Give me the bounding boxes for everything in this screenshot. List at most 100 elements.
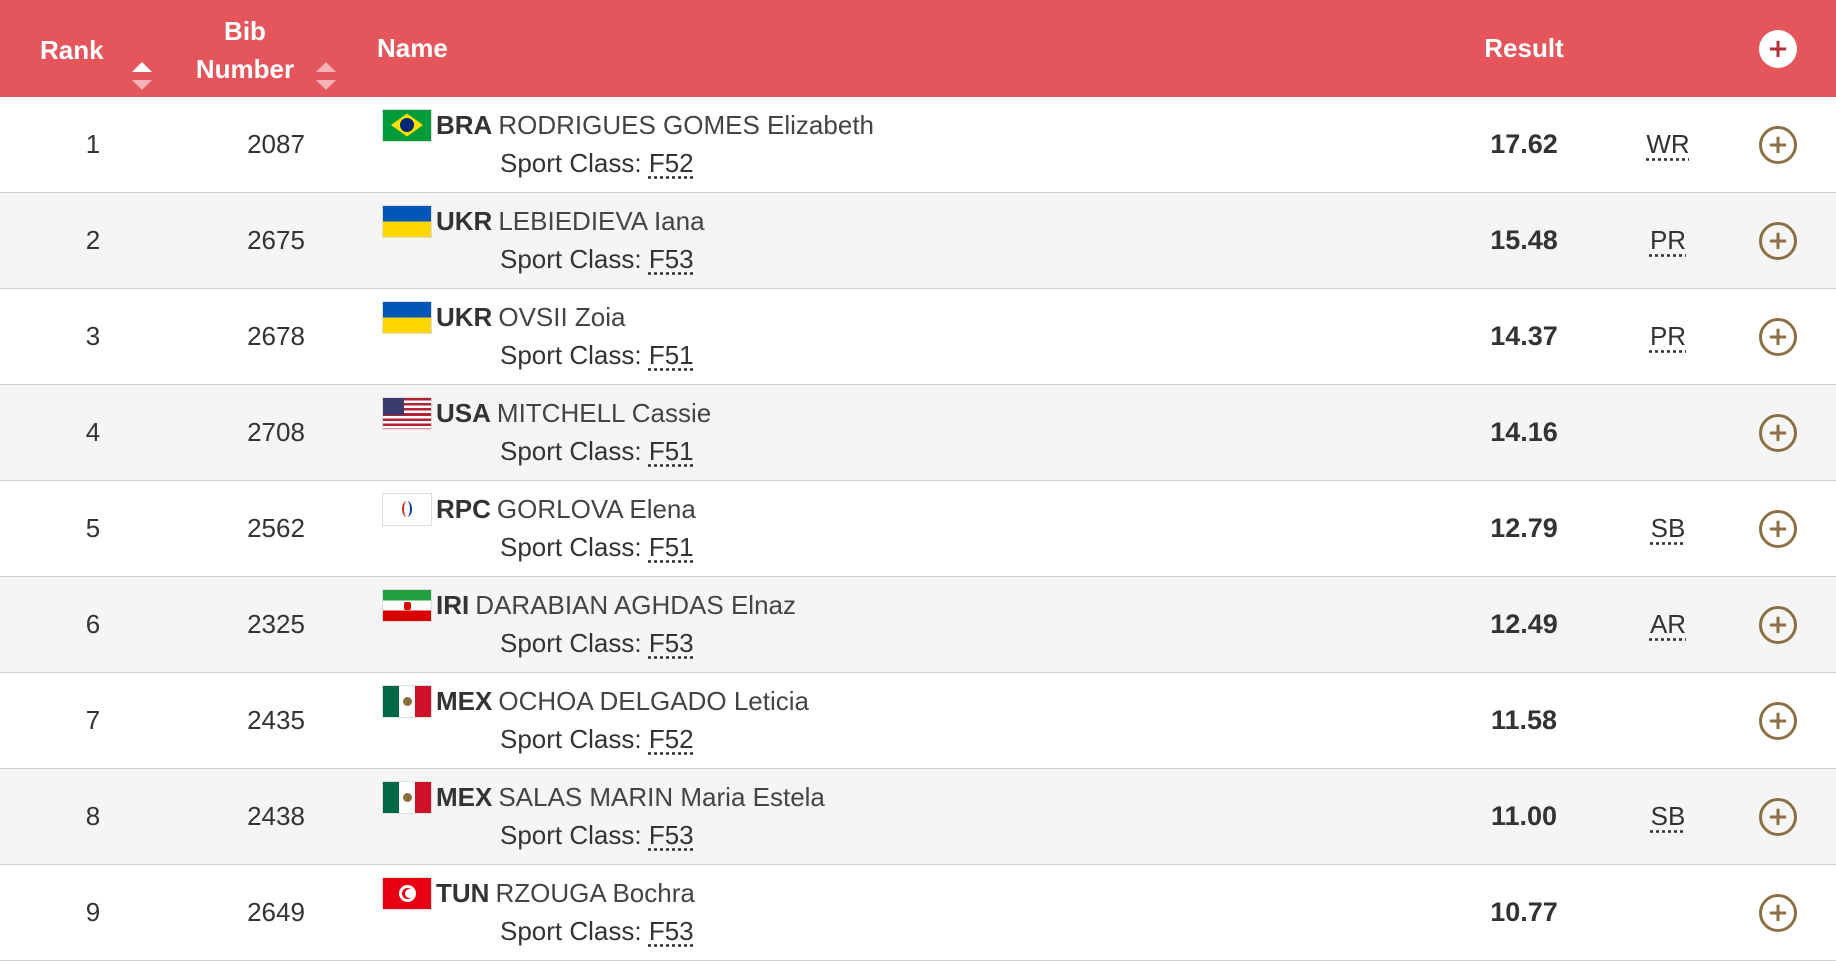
athlete-name-link[interactable]: LEBIEDIEVA Iana: [498, 205, 705, 236]
sport-class-value[interactable]: F51: [648, 436, 694, 466]
flag-rpc-icon: [382, 492, 432, 526]
plus-circle-icon[interactable]: +: [1759, 509, 1797, 548]
rank-column-header[interactable]: Rank: [0, 0, 152, 97]
sport-class-value[interactable]: F52: [648, 148, 694, 178]
athlete-name-line: RPC GORLOVA Elena: [382, 492, 1282, 526]
sport-class-line: Sport Class: F53: [382, 916, 1282, 950]
record-cell: SB: [1628, 769, 1708, 864]
rank-cell: 5: [0, 481, 186, 576]
table-row[interactable]: 9 2649 TUN RZOUGA Bochra Sport Class: F5…: [0, 865, 1836, 961]
expand-row-button[interactable]: +: [1756, 769, 1800, 864]
bib-cell: 2325: [186, 577, 366, 672]
plus-circle-icon[interactable]: +: [1759, 797, 1797, 836]
table-row[interactable]: 2 2675 UKR LEBIEDIEVA Iana Sport Class: …: [0, 193, 1836, 289]
table-row[interactable]: 5 2562 RPC GORLOVA Elena Sport Class: F5…: [0, 481, 1836, 577]
sport-class-line: Sport Class: F53: [382, 628, 1282, 662]
expand-row-button[interactable]: +: [1756, 481, 1800, 576]
expand-all-button[interactable]: +: [1756, 0, 1800, 97]
result-header-label: Result: [1484, 33, 1564, 63]
sport-class-label: Sport Class:: [500, 724, 642, 754]
sport-class-value[interactable]: F53: [648, 244, 694, 274]
record-badge[interactable]: AR: [1649, 609, 1687, 639]
athlete-cell: USA MITCHELL Cassie Sport Class: F51: [382, 396, 1282, 476]
result-value: 11.58: [1490, 705, 1558, 735]
athlete-name-link[interactable]: MITCHELL Cassie: [496, 397, 712, 428]
table-row[interactable]: 1 2087 BRA RODRIGUES GOMES Elizabeth Spo…: [0, 97, 1836, 193]
bib-value: 2649: [247, 897, 305, 927]
rank-cell: 3: [0, 289, 186, 384]
sport-class-value[interactable]: F53: [648, 628, 694, 658]
noc-code: MEX: [436, 685, 493, 716]
table-row[interactable]: 7 2435 MEX OCHOA DELGADO Leticia Sport C…: [0, 673, 1836, 769]
sport-class-line: Sport Class: F51: [382, 532, 1282, 566]
record-badge[interactable]: WR: [1646, 129, 1690, 159]
flag-mexico-icon: [382, 684, 432, 718]
plus-circle-icon[interactable]: +: [1759, 413, 1797, 452]
expand-row-button[interactable]: +: [1756, 289, 1800, 384]
athlete-name-line: MEX SALAS MARIN Maria Estela: [382, 780, 1282, 814]
expand-row-button[interactable]: +: [1756, 385, 1800, 480]
rank-sort-icon[interactable]: [132, 62, 152, 90]
sport-class-value[interactable]: F53: [648, 916, 694, 946]
athlete-cell: BRA RODRIGUES GOMES Elizabeth Sport Clas…: [382, 108, 1282, 188]
record-badge[interactable]: SB: [1650, 801, 1686, 831]
sport-class-value[interactable]: F51: [648, 532, 694, 562]
bib-cell: 2708: [186, 385, 366, 480]
athlete-name-link[interactable]: GORLOVA Elena: [496, 493, 696, 524]
expand-row-button[interactable]: +: [1756, 673, 1800, 768]
plus-circle-icon[interactable]: +: [1759, 221, 1797, 260]
sport-class-value[interactable]: F52: [648, 724, 694, 754]
sport-class-value[interactable]: F53: [648, 820, 694, 850]
athlete-name-link[interactable]: DARABIAN AGHDAS Elnaz: [475, 589, 797, 620]
expand-row-button[interactable]: +: [1756, 193, 1800, 288]
athlete-name-link[interactable]: SALAS MARIN Maria Estela: [498, 781, 825, 812]
table-row[interactable]: 6 2325 IRI DARABIAN AGHDAS Elnaz Sport C…: [0, 577, 1836, 673]
athlete-name-link[interactable]: OVSII Zoia: [498, 301, 626, 332]
result-value: 12.79: [1490, 513, 1558, 543]
result-cell: 12.49: [1436, 577, 1612, 672]
record-badge[interactable]: SB: [1650, 513, 1686, 543]
athlete-name-link[interactable]: OCHOA DELGADO Leticia: [498, 685, 809, 716]
bib-number-column-header[interactable]: Bib Number: [180, 0, 360, 97]
plus-circle-icon[interactable]: +: [1759, 125, 1797, 164]
table-row[interactable]: 3 2678 UKR OVSII Zoia Sport Class: F51 1…: [0, 289, 1836, 385]
plus-circle-icon[interactable]: +: [1759, 605, 1797, 644]
bib-value: 2435: [247, 705, 305, 735]
noc-code: MEX: [436, 781, 493, 812]
bib-header-label-line1: Bib: [224, 16, 266, 46]
rank-value: 9: [85, 897, 101, 927]
noc-code: IRI: [436, 589, 470, 620]
rank-cell: 6: [0, 577, 186, 672]
name-column-header: Name: [377, 0, 877, 97]
expand-row-button[interactable]: +: [1756, 865, 1800, 960]
bib-value: 2087: [247, 129, 305, 159]
table-row[interactable]: 8 2438 MEX SALAS MARIN Maria Estela Spor…: [0, 769, 1836, 865]
record-badge[interactable]: PR: [1649, 321, 1687, 351]
rank-cell: 7: [0, 673, 186, 768]
bib-sort-icon[interactable]: [316, 62, 336, 90]
rank-cell: 9: [0, 865, 186, 960]
plus-circle-icon[interactable]: +: [1759, 701, 1797, 740]
expand-row-button[interactable]: +: [1756, 97, 1800, 192]
record-badge[interactable]: PR: [1649, 225, 1687, 255]
sport-class-label: Sport Class:: [500, 436, 642, 466]
result-cell: 15.48: [1436, 193, 1612, 288]
sport-class-value[interactable]: F51: [648, 340, 694, 370]
rank-header-label: Rank: [40, 35, 104, 65]
name-header-label: Name: [377, 33, 448, 63]
athlete-name-line: UKR LEBIEDIEVA Iana: [382, 204, 1282, 238]
athlete-name-link[interactable]: RODRIGUES GOMES Elizabeth: [498, 109, 874, 140]
plus-circle-icon[interactable]: +: [1759, 317, 1797, 356]
result-value: 12.49: [1490, 609, 1558, 639]
plus-circle-icon[interactable]: +: [1759, 893, 1797, 932]
result-value: 11.00: [1490, 801, 1558, 831]
sport-class-label: Sport Class:: [500, 148, 642, 178]
athlete-name-link[interactable]: RZOUGA Bochra: [495, 877, 695, 908]
rank-value: 8: [85, 801, 101, 831]
bib-header-label-line2: Number: [195, 54, 295, 84]
plus-circle-icon[interactable]: +: [1759, 29, 1797, 68]
expand-row-button[interactable]: +: [1756, 577, 1800, 672]
flag-mexico-icon: [382, 780, 432, 814]
table-row[interactable]: 4 2708 USA MITCHELL Cassie Sport Class: …: [0, 385, 1836, 481]
athlete-name-line: TUN RZOUGA Bochra: [382, 876, 1282, 910]
